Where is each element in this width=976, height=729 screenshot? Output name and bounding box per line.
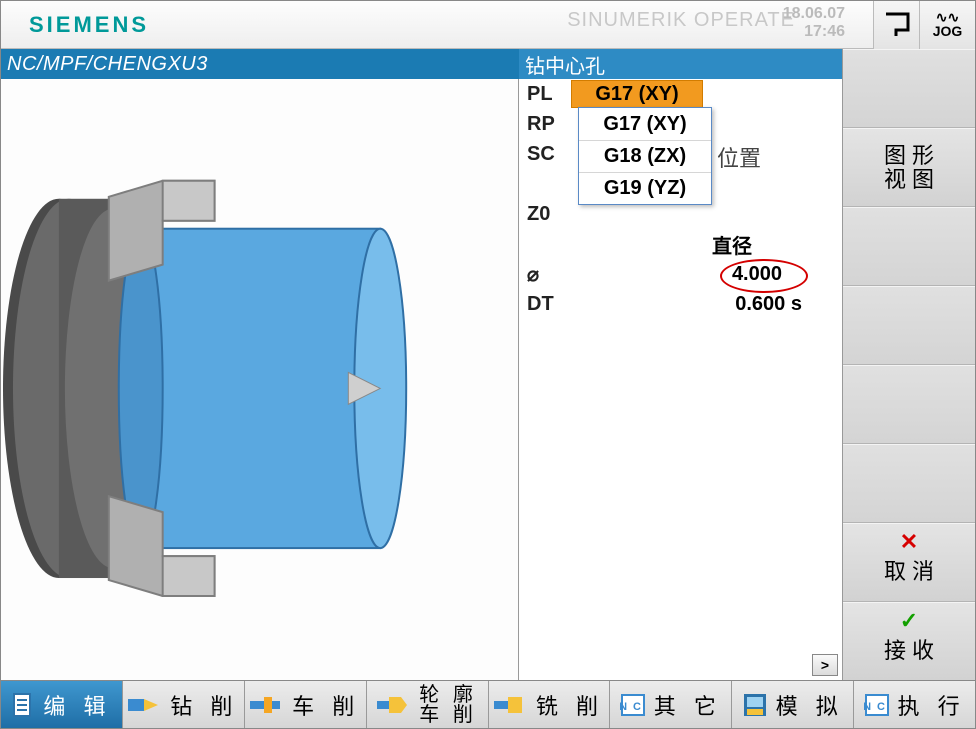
cancel-mark-icon: ✕ xyxy=(900,530,918,554)
jog-mode-button[interactable]: ∿∿ JOG xyxy=(919,1,975,49)
vertical-softkey-bar: 图 形 视 图 ✕ 取 消 ✓ 接 收 xyxy=(843,49,975,680)
title-bar: NC/MPF/CHENGXU3 钻中心孔 xyxy=(1,49,842,79)
param-label: RP xyxy=(519,113,571,136)
hsoftkey-mill[interactable]: 铣 削 xyxy=(489,681,611,728)
vsoftkey-1[interactable] xyxy=(843,49,975,128)
hsoft-label: 车 削 xyxy=(292,689,360,721)
vsoftkey-4[interactable] xyxy=(843,286,975,365)
vsoft-label: 取 消 xyxy=(884,560,934,584)
hsoft-label: 编 辑 xyxy=(43,689,111,721)
drill-icon xyxy=(128,695,162,715)
graphics-viewport xyxy=(1,79,519,680)
param-row-dt: DT 0.600 s xyxy=(519,289,842,319)
edit-icon xyxy=(11,691,35,719)
time-text: 17:46 xyxy=(783,23,845,41)
nc-icon: NC xyxy=(864,693,890,717)
vsoft-line1: 图 形 xyxy=(884,144,934,168)
main-body: PL G17 (XY) RP SC Z0 xyxy=(1,79,842,680)
vsoftkey-cancel[interactable]: ✕ 取 消 xyxy=(843,523,975,602)
main-panel: NC/MPF/CHENGXU3 钻中心孔 xyxy=(1,49,843,680)
vsoft-line2: 视 图 xyxy=(884,168,934,192)
operation-title: 钻中心孔 xyxy=(519,49,842,79)
param-label: Z0 xyxy=(519,203,571,226)
accept-mark-icon: ✓ xyxy=(900,609,918,633)
hsoftkey-simulate[interactable]: 模 拟 xyxy=(732,681,854,728)
param-row-diameter-label: 直径 xyxy=(519,229,842,259)
param-row-diameter: ⌀ 4.000 xyxy=(519,259,842,289)
mill-icon xyxy=(494,695,528,715)
diameter-value[interactable]: 4.000 xyxy=(571,263,842,286)
vsoftkey-5[interactable] xyxy=(843,365,975,444)
vsoftkey-3[interactable] xyxy=(843,207,975,286)
program-path: NC/MPF/CHENGXU3 xyxy=(1,49,519,79)
vsoftkey-graphic-view[interactable]: 图 形 视 图 xyxy=(843,128,975,207)
param-row-pl: PL G17 (XY) xyxy=(519,79,842,109)
hsoft-label-2line: 轮 廓 车 削 xyxy=(419,685,477,725)
vsoftkey-6[interactable] xyxy=(843,444,975,523)
param-label: SC xyxy=(519,143,571,166)
hsoftkey-contour-turn[interactable]: 轮 廓 车 削 xyxy=(367,681,489,728)
dropdown-option[interactable]: G18 (ZX) xyxy=(579,140,711,172)
parameter-panel: PL G17 (XY) RP SC Z0 xyxy=(519,79,842,680)
return-icon[interactable] xyxy=(873,1,919,49)
diameter-caption: 直径 xyxy=(571,230,842,259)
hsoft-label: 钻 削 xyxy=(170,689,238,721)
hsoftkey-edit[interactable]: 编 辑 xyxy=(1,681,123,728)
param-label: DT xyxy=(519,293,571,316)
turn-icon xyxy=(250,695,284,715)
hsoft-label: 其 它 xyxy=(654,689,722,721)
top-bar: SIEMENS SINUMERIK OPERATE 18.06.07 17:46… xyxy=(1,1,975,49)
dwell-value[interactable]: 0.600 s xyxy=(571,293,842,316)
brand-logo: SIEMENS xyxy=(1,12,149,38)
diameter-number: 4.000 xyxy=(732,263,782,286)
workpiece-drawing xyxy=(1,79,518,648)
plane-dropdown[interactable]: G17 (XY) G18 (ZX) G19 (YZ) xyxy=(578,107,712,205)
scroll-right-button[interactable]: > xyxy=(812,654,838,676)
top-icon-group: ∿∿ JOG xyxy=(873,1,975,49)
jog-label: JOG xyxy=(933,23,963,39)
middle-area: NC/MPF/CHENGXU3 钻中心孔 xyxy=(1,49,975,680)
position-hint: 位置 xyxy=(717,141,761,173)
hsoftkey-misc[interactable]: NC 其 它 xyxy=(610,681,732,728)
hsoftkey-drill[interactable]: 钻 削 xyxy=(123,681,245,728)
vsoftkey-accept[interactable]: ✓ 接 收 xyxy=(843,602,975,680)
hsoft-label: 铣 削 xyxy=(536,689,604,721)
svg-text:NC: NC xyxy=(620,701,646,713)
hsoft-label: 模 拟 xyxy=(776,689,844,721)
param-label: PL xyxy=(519,83,571,106)
dropdown-option[interactable]: G19 (YZ) xyxy=(579,172,711,204)
date-text: 18.06.07 xyxy=(783,5,845,23)
svg-text:NC: NC xyxy=(864,701,890,713)
app-root: SIEMENS SINUMERIK OPERATE 18.06.07 17:46… xyxy=(0,0,976,729)
param-label: ⌀ xyxy=(519,262,571,287)
plane-select-field[interactable]: G17 (XY) xyxy=(571,80,703,108)
sim-icon xyxy=(742,692,768,718)
vsoft-label: 接 收 xyxy=(884,639,934,663)
nc-icon: NC xyxy=(620,693,646,717)
horizontal-softkey-bar: 编 辑 钻 削 车 削 轮 廓 车 削 xyxy=(1,680,975,728)
jog-wave-icon: ∿∿ xyxy=(936,11,959,23)
product-name: SINUMERIK OPERATE xyxy=(567,9,795,32)
datetime: 18.06.07 17:46 xyxy=(783,5,845,41)
dropdown-option[interactable]: G17 (XY) xyxy=(579,108,711,140)
hsoft-label: 执 行 xyxy=(898,689,966,721)
contour-icon xyxy=(377,693,411,717)
hsoftkey-execute[interactable]: NC 执 行 xyxy=(854,681,975,728)
hsoftkey-turn[interactable]: 车 削 xyxy=(245,681,367,728)
